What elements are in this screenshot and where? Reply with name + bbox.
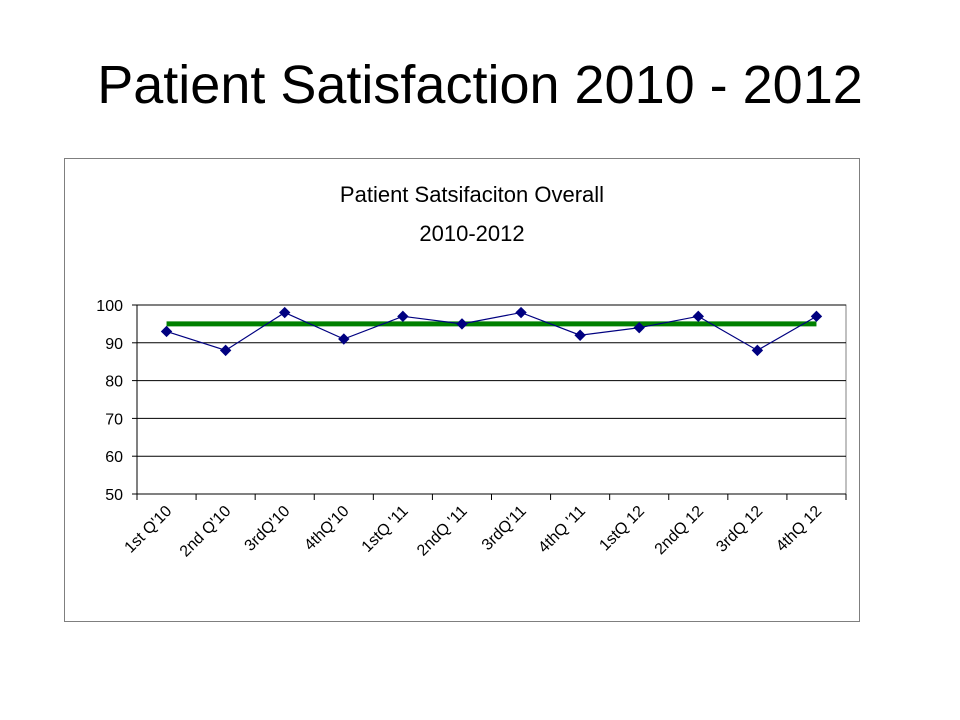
x-tick-label: 1stQ 12 [596, 503, 648, 555]
chart-frame [64, 158, 860, 622]
y-tick-label: 80 [105, 374, 123, 391]
data-point [633, 321, 645, 334]
slide-title: Patient Satisfaction 2010 - 2012 [97, 55, 863, 115]
x-tick-label: 2nd Q'10 [177, 503, 235, 561]
chart-title: Patient Satsifaciton Overall [340, 182, 604, 207]
chart-subtitle: 2010-2012 [419, 221, 524, 246]
data-point [751, 344, 764, 357]
x-tick-label: 4thQ '11 [535, 503, 589, 557]
data-point [692, 310, 704, 323]
data-point [279, 306, 291, 319]
x-tick-label: 1st Q'10 [122, 503, 176, 557]
x-tick-label: 1stQ '11 [359, 503, 412, 556]
x-tick-label: 2ndQ 12 [652, 503, 707, 558]
data-point [810, 310, 823, 323]
data-point [574, 329, 586, 341]
y-tick-label: 50 [105, 487, 123, 504]
data-point [219, 344, 232, 357]
y-tick-label: 90 [105, 336, 123, 353]
x-tick-label: 4thQ 12 [773, 503, 825, 555]
data-point [338, 333, 350, 345]
x-tick-label: 2ndQ '11 [414, 503, 471, 560]
x-tick-label: 4thQ'10 [301, 503, 352, 554]
data-point [456, 318, 468, 330]
plot-area [136, 304, 847, 495]
data-point [515, 306, 527, 319]
y-tick-label: 70 [105, 411, 123, 428]
x-tick-label: 3rdQ'11 [479, 503, 530, 554]
y-tick-label: 100 [96, 298, 123, 315]
series-line-satisfaction [166, 311, 817, 352]
data-point [160, 325, 173, 338]
x-tick-label: 3rdQ 12 [713, 503, 766, 556]
x-tick-label: 3rdQ'10 [242, 503, 294, 555]
y-tick-label: 60 [105, 449, 123, 466]
data-point [397, 310, 409, 323]
